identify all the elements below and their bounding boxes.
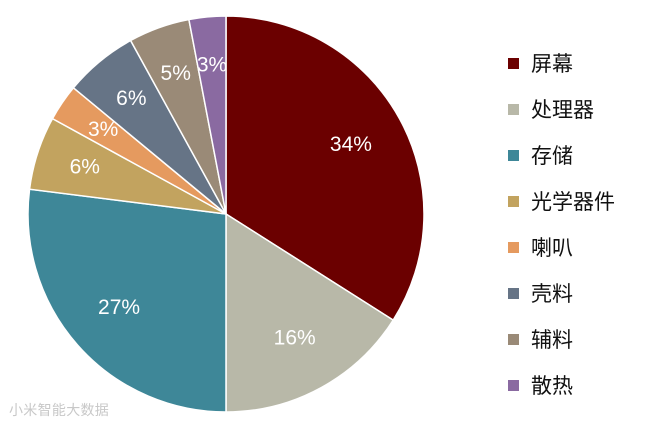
legend-swatch-8 [508, 379, 519, 391]
legend-item-5: 喇叭 [508, 224, 653, 270]
legend-item-1: 屏幕 [508, 40, 653, 86]
legend-label-5: 喇叭 [531, 236, 573, 260]
pie-slice-1 [225, 15, 425, 322]
legend-item-6: 壳料 [508, 270, 653, 316]
pie-slice-8 [188, 15, 227, 215]
legend-item-2: 处理器 [508, 86, 653, 132]
legend-item-3: 存储 [508, 132, 653, 178]
legend-swatch-5 [508, 241, 519, 253]
data-label-2: 16% [274, 326, 316, 349]
legend-label-6: 壳料 [531, 282, 573, 306]
legend-label-2: 处理器 [531, 98, 594, 122]
legend-swatch-6 [508, 287, 519, 299]
data-label-5: 3% [88, 118, 118, 141]
legend-swatch-4 [508, 195, 519, 207]
legend-label-8: 散热 [531, 374, 573, 398]
legend-label-3: 存储 [531, 144, 573, 168]
data-label-1: 34% [330, 133, 372, 156]
legend-swatch-7 [508, 333, 519, 345]
pie-slice-2 [225, 212, 395, 413]
pie-slice-3 [27, 188, 227, 413]
watermark: 小米智能大数据 [9, 403, 110, 419]
legend: 屏幕处理器存储光学器件喇叭壳料辅料散热 [508, 40, 653, 408]
legend-swatch-3 [508, 149, 519, 161]
legend-label-4: 光学器件 [531, 190, 615, 214]
legend-swatch-1 [508, 57, 519, 69]
legend-item-7: 辅料 [508, 316, 653, 362]
data-label-4: 6% [70, 156, 100, 179]
legend-label-7: 辅料 [531, 328, 573, 352]
legend-item-8: 散热 [508, 362, 653, 408]
data-label-6: 6% [116, 87, 146, 110]
legend-swatch-2 [508, 103, 519, 115]
legend-item-4: 光学器件 [508, 178, 653, 224]
data-label-3: 27% [98, 296, 140, 319]
legend-label-1: 屏幕 [531, 52, 573, 76]
data-label-8: 3% [197, 54, 227, 77]
data-label-7: 5% [161, 62, 191, 85]
